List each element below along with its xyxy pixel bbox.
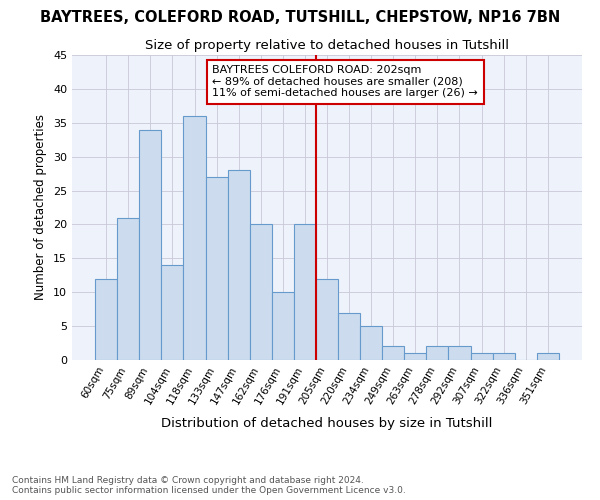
Bar [537, 353, 559, 360]
Bar [227, 170, 250, 360]
Bar [382, 346, 404, 360]
Bar [360, 326, 382, 360]
Bar [272, 292, 294, 360]
Bar [316, 278, 338, 360]
Text: Contains HM Land Registry data © Crown copyright and database right 2024.
Contai: Contains HM Land Registry data © Crown c… [12, 476, 406, 495]
Bar [470, 353, 493, 360]
Bar [427, 346, 448, 360]
Bar [206, 177, 227, 360]
Bar [250, 224, 272, 360]
Text: BAYTREES, COLEFORD ROAD, TUTSHILL, CHEPSTOW, NP16 7BN: BAYTREES, COLEFORD ROAD, TUTSHILL, CHEPS… [40, 10, 560, 25]
Bar [294, 224, 316, 360]
Bar [161, 265, 184, 360]
Bar [338, 312, 360, 360]
Bar [95, 278, 117, 360]
Bar [404, 353, 427, 360]
Y-axis label: Number of detached properties: Number of detached properties [34, 114, 47, 300]
Text: BAYTREES COLEFORD ROAD: 202sqm
← 89% of detached houses are smaller (208)
11% of: BAYTREES COLEFORD ROAD: 202sqm ← 89% of … [212, 65, 478, 98]
Bar [493, 353, 515, 360]
Bar [139, 130, 161, 360]
Bar [448, 346, 470, 360]
X-axis label: Distribution of detached houses by size in Tutshill: Distribution of detached houses by size … [161, 418, 493, 430]
Title: Size of property relative to detached houses in Tutshill: Size of property relative to detached ho… [145, 40, 509, 52]
Bar [184, 116, 206, 360]
Bar [117, 218, 139, 360]
